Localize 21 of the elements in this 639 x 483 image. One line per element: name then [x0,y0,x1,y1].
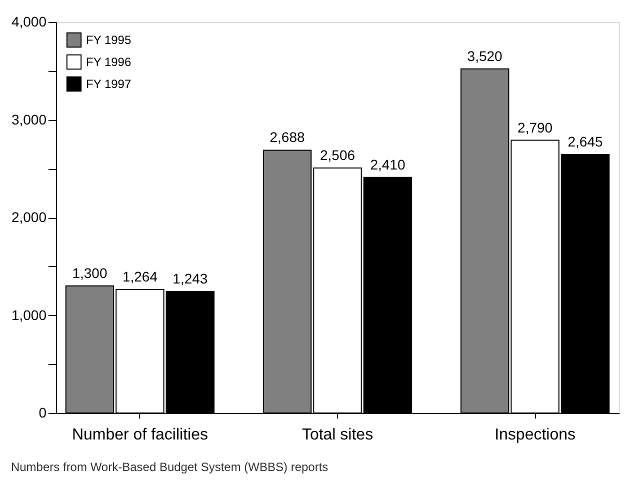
data-label: 2,688 [270,129,305,146]
legend-label: FY 1996 [86,55,132,69]
data-label: 2,645 [568,133,603,150]
y-tick-label: 4,000 [11,14,47,30]
data-label: 2,410 [370,156,406,172]
y-tick-label: 1,000 [11,306,47,323]
y-tick-label: 3,000 [11,111,47,128]
legend-label: FY 1997 [86,77,132,91]
data-label: 1,264 [122,268,158,284]
text: Numbers from Work-Based Budget System (WBBS) reports [10,460,328,474]
data-label: 1,300 [72,264,108,281]
data-label: 2,506 [320,147,356,164]
legend-label: FY 1995 [86,33,132,47]
x-tick-label: Total sites [302,426,374,444]
data-label: 2,790 [518,119,553,136]
y-tick-label: 2,000 [11,209,47,225]
data-label: 3,520 [467,48,503,64]
data-label: 1,243 [172,270,208,286]
y-tick-label: 0 [38,404,47,420]
x-tick-label: Inspections [494,426,576,444]
x-tick-label: Number of facilities [72,426,208,444]
